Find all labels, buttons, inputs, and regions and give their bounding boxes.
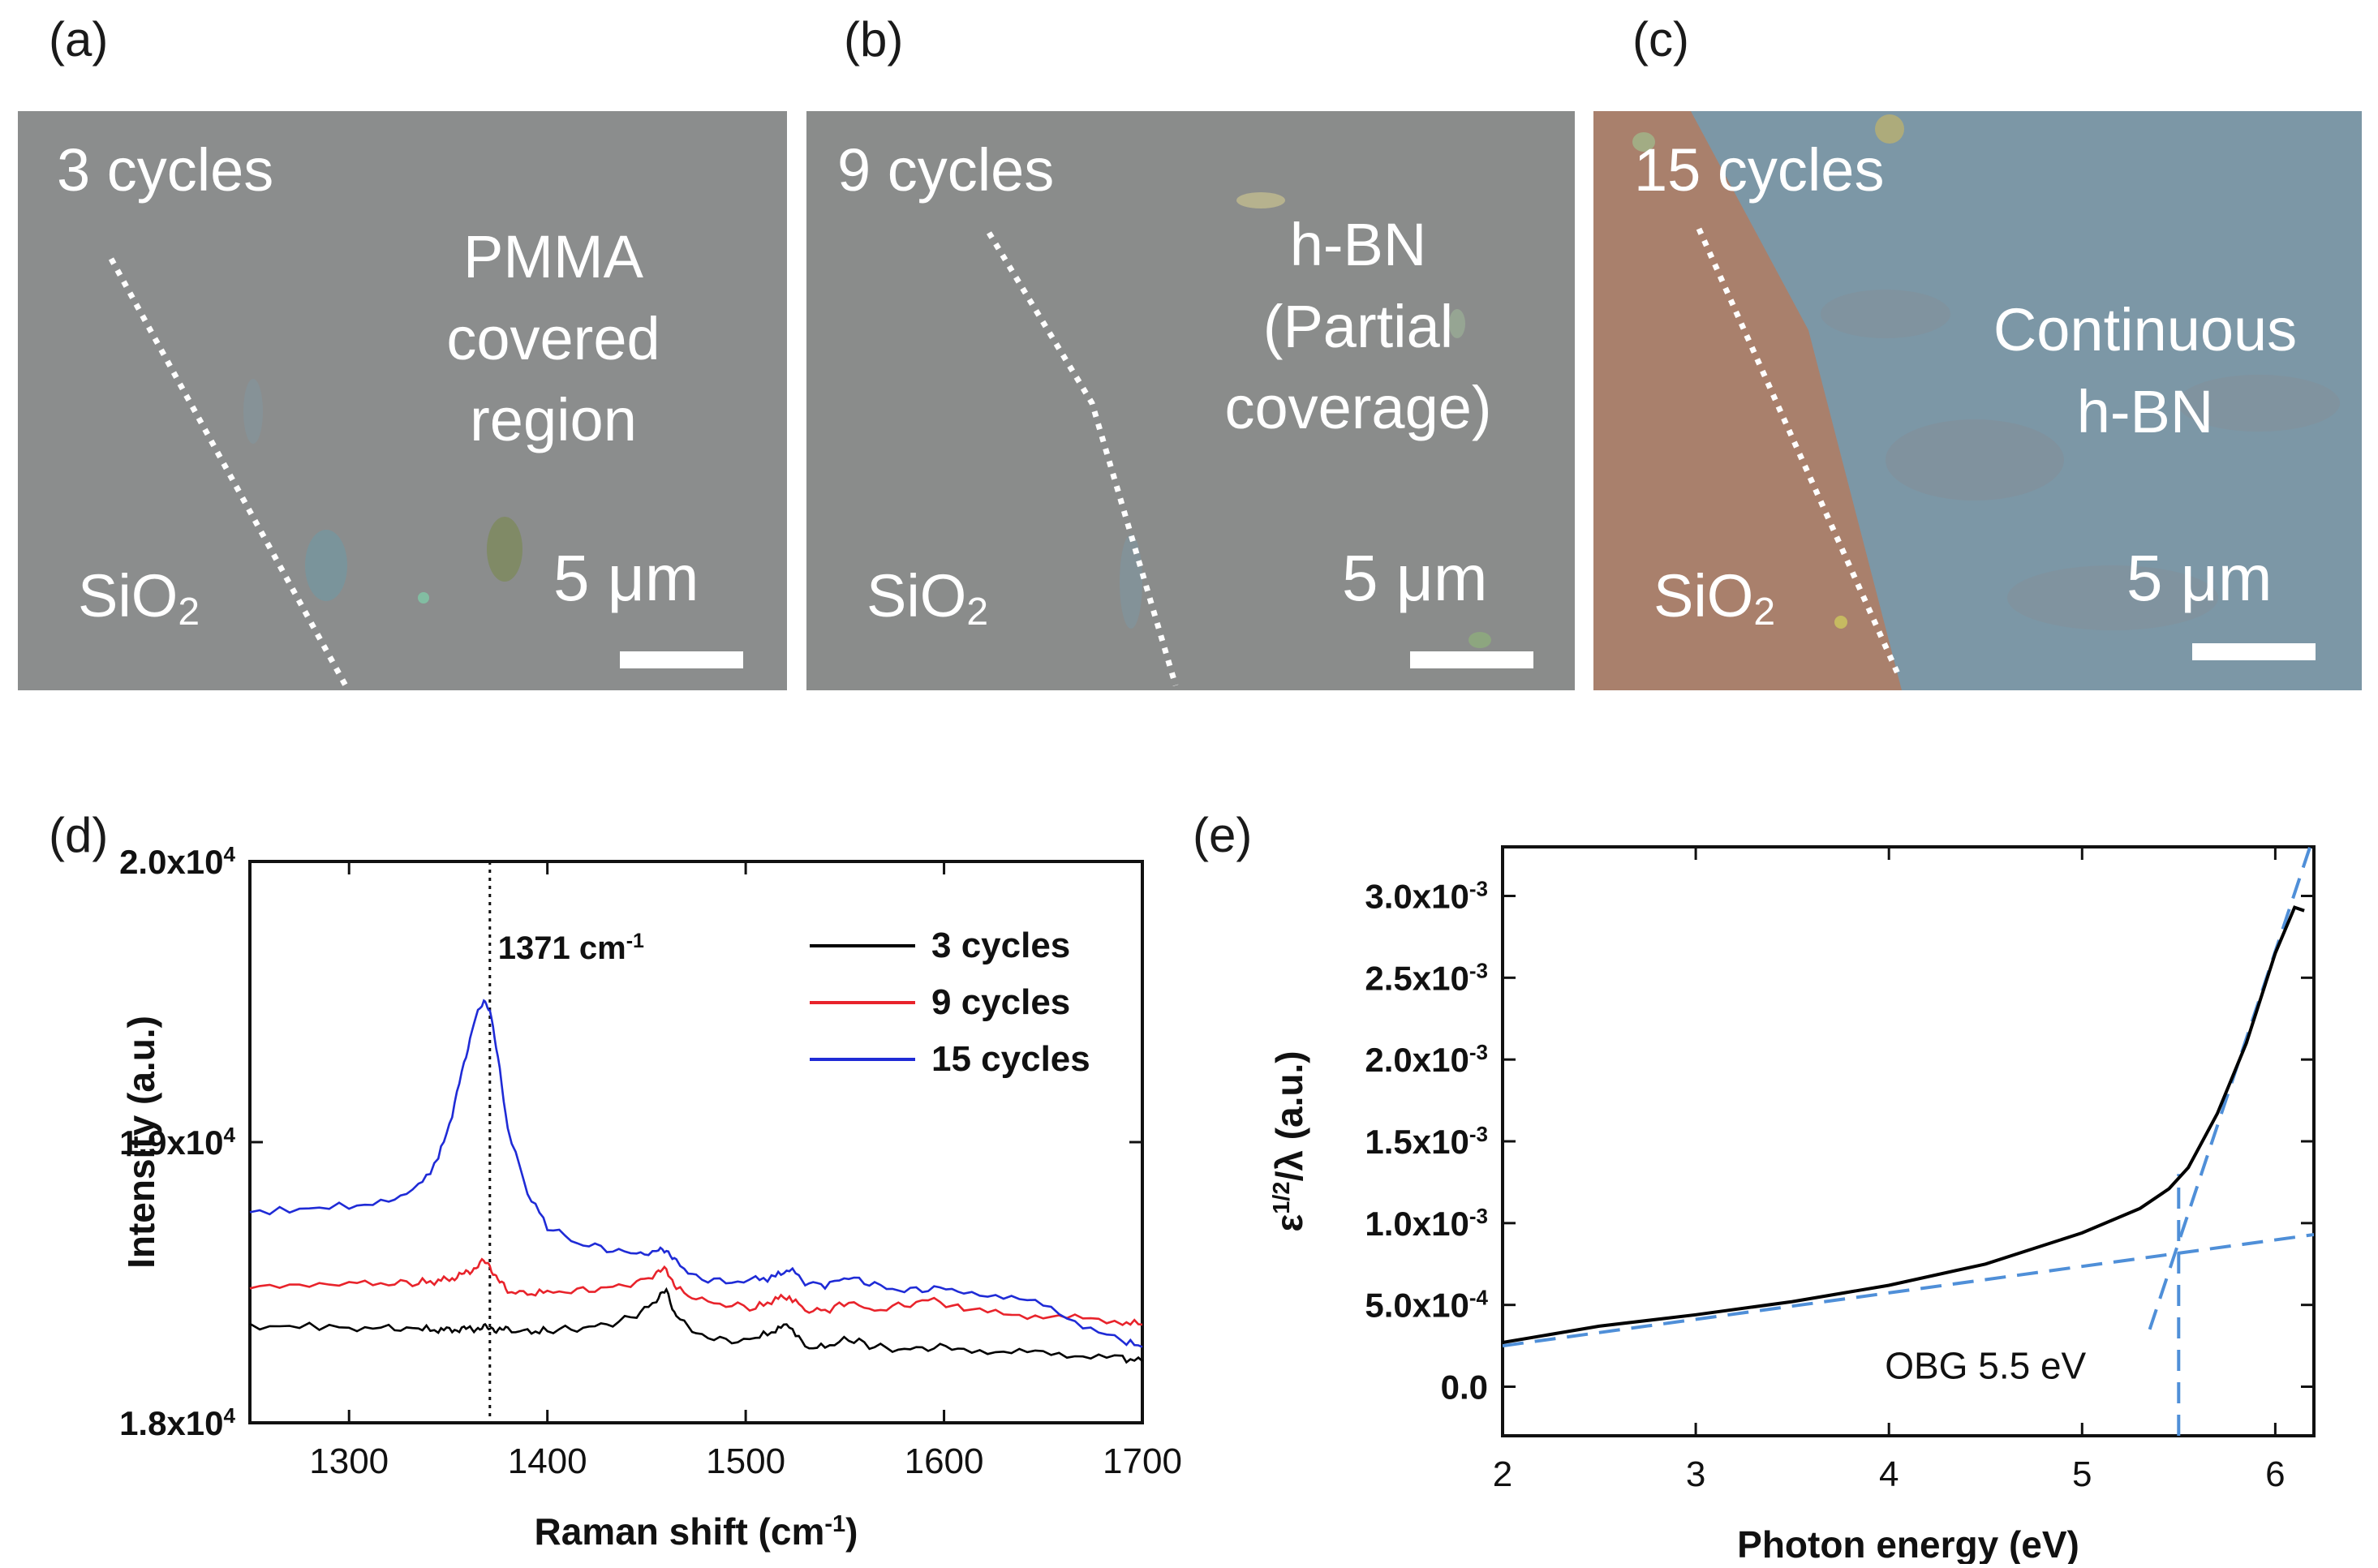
- boundary-dotted-line-c: [1696, 227, 1903, 681]
- x-tick-label: 1400: [508, 1441, 587, 1481]
- region-line: PMMA: [463, 223, 643, 290]
- fit-line-edge-fit: [2148, 846, 2312, 1330]
- scale-bar-label-a: 5 μm: [553, 542, 699, 614]
- region-label-c: Continuous h-BN: [1942, 290, 2348, 453]
- x-tick-label: 1300: [309, 1441, 389, 1481]
- series-line-measured: [1502, 905, 2305, 1344]
- panel-label-d: (d): [49, 808, 109, 862]
- region-line: Continuous: [1993, 296, 2298, 363]
- region-line: coverage): [1224, 374, 1492, 442]
- y-tick-label: 1.0x10-3: [1365, 1204, 1488, 1243]
- y-axis-label: ε1/2/λ (a.u.): [1268, 1050, 1310, 1231]
- legend-label: 3 cycles: [931, 926, 1070, 965]
- boundary-dotted-line-a: [108, 257, 350, 689]
- region-line: region: [470, 386, 637, 454]
- region-line: h-BN: [1289, 211, 1427, 278]
- x-tick-label: 5: [2072, 1454, 2092, 1494]
- y-tick-label: 3.0x10-3: [1365, 877, 1488, 916]
- cycles-label-c: 15 cycles: [1634, 136, 1885, 204]
- raman-chart-svg: 1300 1400 1500 1600 1700 1.8x104 1.9x104 2.0x10…: [119, 842, 1182, 1553]
- x-axis-label: Raman shift (cm-1): [535, 1510, 858, 1553]
- scale-bar-c: [2192, 643, 2316, 660]
- x-axis-label: Photon energy (eV): [1737, 1523, 2079, 1564]
- y-tick-label: 0.0: [1441, 1368, 1488, 1407]
- band-gap-chart: 2 3 4 5 6 0.0 5.0x10-4 1.0x10-3 1.5x10-3 2.0x10-3…: [1193, 803, 2378, 1566]
- x-tick-label: 6: [2265, 1454, 2285, 1494]
- region-line: h-BN: [2076, 377, 2214, 445]
- panel-label-c: (c): [1632, 12, 1689, 67]
- y-tick-label: 2.5x10-3: [1365, 958, 1488, 997]
- scale-bar-a: [620, 651, 743, 668]
- region-line: covered: [446, 304, 660, 372]
- micrograph-c-texture: [1593, 111, 2340, 690]
- band-gap-annotation: OBG 5.5 eV: [1885, 1344, 2086, 1386]
- fit-line-baseline-fit: [1503, 1233, 2314, 1348]
- scale-bar-label-b: 5 μm: [1342, 542, 1488, 614]
- x-tick-label: 1500: [706, 1441, 785, 1481]
- sio2-label-a: SiO2: [78, 562, 200, 634]
- region-label-a: PMMA covered region: [391, 217, 716, 462]
- micrograph-b: 9 cycles h-BN (Partial coverage) SiO2 5 …: [806, 111, 1575, 690]
- y-tick-label: 1.8x104: [119, 1403, 235, 1442]
- y-tick-label: 5.0x10-4: [1365, 1286, 1488, 1325]
- series-line-3-cycles: [249, 1287, 1143, 1364]
- micrograph-c: 15 cycles Continuous h-BN SiO2 5 μm: [1593, 111, 2362, 690]
- peak-annotation: 1371 cm-1: [498, 930, 644, 966]
- region-line: (Partial: [1262, 292, 1454, 360]
- x-tick-label: 2: [1493, 1454, 1512, 1494]
- series-line-9-cycles: [249, 1257, 1143, 1326]
- cycles-label-a: 3 cycles: [57, 136, 274, 204]
- y-axis-label: Intensity (a.u.): [120, 1016, 162, 1269]
- scale-bar-label-c: 5 μm: [2126, 542, 2273, 614]
- micrograph-a-texture: [108, 257, 522, 689]
- legend-label: 15 cycles: [931, 1039, 1090, 1079]
- micrograph-b-texture: [987, 192, 1491, 686]
- series-line-15-cycles: [249, 999, 1143, 1348]
- y-tick-label: 1.5x10-3: [1365, 1122, 1488, 1161]
- sio2-label-c: SiO2: [1653, 562, 1776, 634]
- legend-label: 9 cycles: [931, 982, 1070, 1022]
- cycles-label-b: 9 cycles: [837, 136, 1055, 204]
- y-tick-label: 2.0x10-3: [1365, 1040, 1488, 1079]
- scale-bar-b: [1410, 651, 1533, 668]
- y-tick-label: 1.9x104: [119, 1123, 235, 1162]
- x-tick-label: 4: [1879, 1454, 1899, 1494]
- x-tick-label: 1700: [1103, 1441, 1182, 1481]
- y-tick-label: 2.0x104: [119, 842, 235, 881]
- panel-label-a: (a): [49, 12, 109, 67]
- x-tick-label: 3: [1686, 1454, 1705, 1494]
- raman-chart: 1300 1400 1500 1600 1700 1.8x104 1.9x104 2.0x10…: [0, 803, 1193, 1564]
- panel-label-b: (b): [844, 12, 904, 67]
- boundary-dotted-line-b: [987, 231, 1179, 686]
- x-tick-label: 1600: [905, 1441, 984, 1481]
- micrograph-a: 3 cycles PMMA covered region SiO2 5 μm: [18, 111, 787, 690]
- region-label-b: h-BN (Partial coverage): [1196, 204, 1520, 449]
- band-gap-chart-svg: 2 3 4 5 6 0.0 5.0x10-4 1.0x10-3 1.5x10-3 2.0x10-3…: [1268, 845, 2316, 1566]
- sio2-label-b: SiO2: [866, 562, 989, 634]
- panel-label-e: (e): [1193, 808, 1253, 862]
